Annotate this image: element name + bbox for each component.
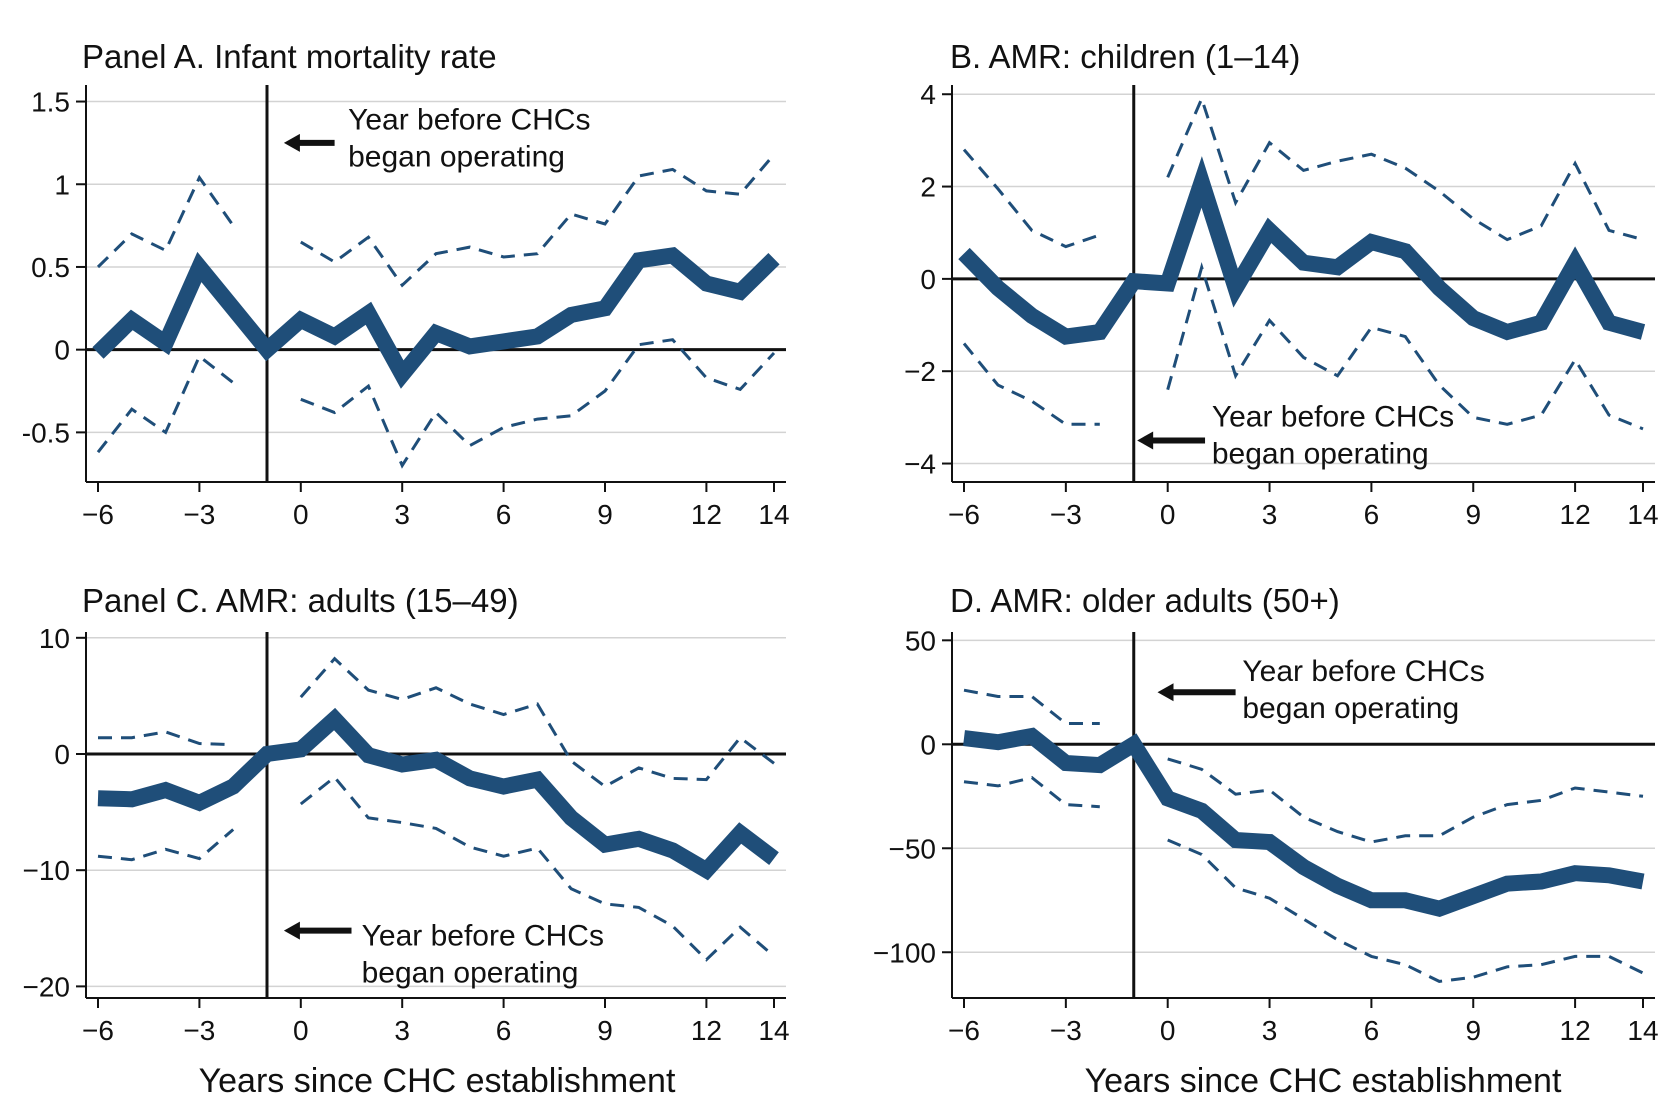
annotation-text: began operating: [1212, 438, 1429, 471]
series-line-ci-lower: [96, 353, 235, 454]
x-tick-label: −3: [183, 499, 215, 530]
y-tick-label: -0.5: [22, 417, 70, 448]
x-tick-label: −3: [1050, 499, 1082, 530]
y-tick-label: 4: [920, 79, 936, 110]
x-tick-label: 3: [394, 499, 410, 530]
x-tick-label: 9: [1465, 499, 1481, 530]
x-tick-label: 6: [496, 1015, 512, 1046]
series-line-ci-upper: [98, 730, 234, 747]
panel-d: D. AMR: older adults (50+) −100 −50 0 50 −6 −3…: [873, 582, 1659, 1046]
annotation-text: Year before CHCs: [348, 104, 590, 137]
x-tick-label: 14: [758, 499, 789, 530]
panel-b: B. AMR: children (1–14) −4 −2 0 2 4 −6 −3 0 3 6 9 12…: [904, 38, 1659, 530]
series-line-estimate: [958, 156, 1646, 345]
series-line-estimate: [92, 246, 780, 389]
y-tick-label: 0: [920, 729, 936, 760]
panel-c: Panel C. AMR: adults (15–49) −20 −10 0 10 −6 −…: [23, 582, 790, 1046]
x-tick-label: 0: [293, 1015, 309, 1046]
x-tick-label: 12: [691, 499, 722, 530]
series-line-ci-upper: [1167, 757, 1644, 844]
x-tick-label: 3: [394, 1015, 410, 1046]
x-tick-label: −6: [82, 1015, 114, 1046]
panel-a: Panel A. Infant mortality rate -0.5 0 0.5 1 1…: [22, 38, 790, 530]
series-line-ci-upper: [1166, 94, 1644, 242]
x-tick-label: 0: [1160, 499, 1176, 530]
y-tick-label: 0: [920, 264, 936, 295]
series-line-ci-lower: [962, 342, 1100, 426]
annotation-arrow-head: [1157, 683, 1174, 702]
series-line-ci-lower: [300, 338, 776, 469]
x-tick-label: 12: [691, 1015, 722, 1046]
x-tick-label: 9: [1465, 1015, 1481, 1046]
y-tick-label: 2: [920, 172, 936, 203]
panel-title: D. AMR: older adults (50+): [950, 582, 1340, 619]
y-tick-label: 0: [54, 335, 70, 366]
series-line-ci-upper: [96, 174, 235, 269]
annotation-arrow-head: [283, 133, 300, 152]
x-tick-label: 14: [1627, 1015, 1658, 1046]
panel-title: Panel A. Infant mortality rate: [82, 38, 497, 75]
x-tick-label: 12: [1560, 1015, 1591, 1046]
annotation-text: began operating: [348, 141, 565, 174]
annotation-text: Year before CHCs: [362, 920, 604, 953]
x-tick-label: 12: [1560, 499, 1591, 530]
y-tick-label: −50: [889, 833, 937, 864]
x-tick-label: 0: [293, 499, 309, 530]
annotation-arrow-head: [1137, 431, 1154, 450]
annotation-text: Year before CHCs: [1212, 401, 1454, 434]
y-tick-label: 1.5: [31, 87, 70, 118]
y-tick-label: 50: [905, 625, 936, 656]
x-tick-label: −3: [183, 1015, 215, 1046]
panel-title: Panel C. AMR: adults (15–49): [82, 582, 519, 619]
series-line-ci-lower: [963, 775, 1100, 809]
x-tick-label: 9: [597, 1015, 613, 1046]
annotation-arrow-head: [283, 921, 300, 940]
y-tick-label: −2: [904, 356, 936, 387]
series-line-ci-lower: [1166, 261, 1644, 431]
y-tick-label: 0.5: [31, 252, 70, 283]
y-tick-label: −10: [23, 855, 71, 886]
series-line-ci-lower: [299, 775, 775, 962]
y-tick-label: −100: [873, 937, 936, 968]
x-tick-label: −6: [948, 1015, 980, 1046]
annotation-text: began operating: [362, 957, 579, 990]
series-line-ci-upper: [963, 688, 1100, 725]
y-tick-label: 1: [54, 169, 70, 200]
x-tick-label: 14: [758, 1015, 789, 1046]
series-line-ci-upper: [962, 148, 1101, 249]
series-line-ci-upper: [299, 656, 775, 789]
x-tick-label: 14: [1627, 499, 1658, 530]
x-tick-label: 0: [1160, 1015, 1176, 1046]
y-tick-label: −20: [23, 971, 71, 1002]
series-line-ci-upper: [300, 153, 776, 288]
x-tick-label: −3: [1050, 1015, 1082, 1046]
x-tick-label: 3: [1262, 499, 1278, 530]
series-line-ci-lower: [97, 828, 235, 862]
y-tick-label: 0: [54, 739, 70, 770]
annotation-text: began operating: [1242, 692, 1459, 725]
x-tick-label: 9: [597, 499, 613, 530]
panel-title: B. AMR: children (1–14): [950, 38, 1300, 75]
x-tick-label: 6: [1364, 1015, 1380, 1046]
x-tick-label: 6: [1364, 499, 1380, 530]
series-line-estimate: [963, 727, 1645, 917]
annotation-text: Year before CHCs: [1242, 655, 1484, 688]
x-tick-label: 6: [496, 499, 512, 530]
x-tick-label: 3: [1262, 1015, 1278, 1046]
x-tick-label: −6: [948, 499, 980, 530]
y-tick-label: −4: [904, 449, 936, 480]
x-tick-label: −6: [82, 499, 114, 530]
series-line-estimate: [97, 707, 779, 881]
series-line-ci-lower: [1167, 838, 1644, 983]
y-tick-label: 10: [39, 623, 70, 654]
x-axis-title-left: Years since CHC establishment: [199, 1062, 676, 1100]
x-axis-title-right: Years since CHC establishment: [1085, 1062, 1562, 1100]
